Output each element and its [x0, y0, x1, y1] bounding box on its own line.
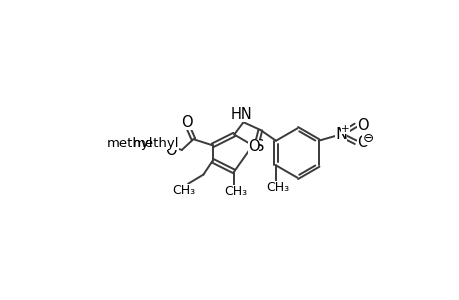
Text: CH₃: CH₃: [224, 185, 247, 198]
Text: CH₃: CH₃: [265, 181, 289, 194]
Text: O: O: [164, 143, 176, 158]
Text: ⊖: ⊖: [362, 132, 373, 145]
Text: +: +: [341, 124, 349, 134]
Text: O: O: [356, 118, 368, 133]
Text: O: O: [247, 139, 259, 154]
Text: O: O: [181, 115, 193, 130]
Text: O: O: [356, 135, 368, 150]
Text: methyl: methyl: [132, 137, 179, 150]
Text: N: N: [334, 127, 347, 142]
Text: CH₃: CH₃: [172, 184, 195, 196]
Text: methyl: methyl: [106, 137, 153, 150]
Text: S: S: [254, 139, 264, 154]
Text: HN: HN: [230, 107, 252, 122]
